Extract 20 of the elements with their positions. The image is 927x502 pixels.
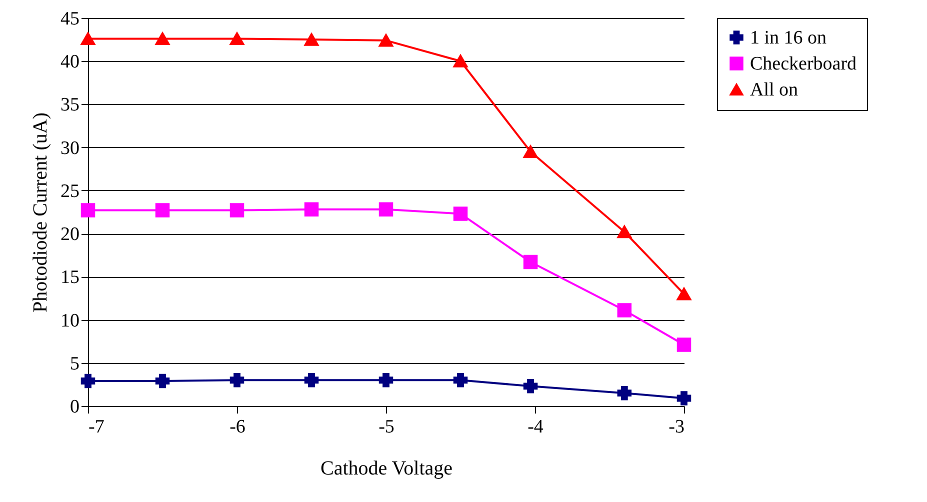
y-axis-title: Photodiode Current (uA) [30, 112, 52, 312]
x-tick-label: -6 [230, 416, 246, 438]
y-tick-label: 15 [60, 267, 80, 288]
x-tick-label: -7 [88, 416, 104, 438]
y-tick-label: 20 [60, 224, 80, 246]
y-tick-label: 0 [70, 396, 80, 418]
legend-label: All on [750, 80, 799, 100]
x-tick-label: -5 [378, 416, 394, 438]
y-tick-label: 10 [60, 310, 80, 332]
legend-label: Checkerboard [750, 54, 858, 74]
y-tick-label: 25 [60, 180, 80, 202]
y-tick-label: 40 [60, 52, 80, 73]
x-axis-title: Cathode Voltage [320, 458, 453, 480]
y-tick-label: 5 [70, 353, 80, 374]
y-tick-label: 45 [60, 8, 80, 30]
x-tick-label: -3 [668, 416, 684, 438]
y-tick-label: 30 [60, 138, 80, 159]
legend-label: 1 in 16 on [750, 28, 828, 48]
y-tick-label: 35 [60, 94, 80, 116]
x-tick-label: -4 [528, 416, 544, 438]
